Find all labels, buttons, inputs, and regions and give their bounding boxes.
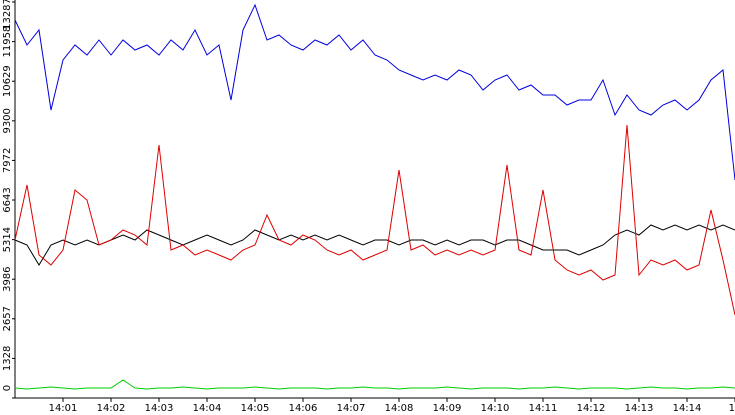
y-tick-label: 2657: [2, 306, 13, 331]
series-line: [14, 124, 735, 316]
x-tick-label: 14: [729, 403, 735, 414]
y-tick-label: 3986: [2, 266, 13, 291]
x-tick-label: 14:01: [49, 403, 78, 414]
x-tick-label: 14:13: [625, 403, 654, 414]
y-tick-label: 1328: [2, 346, 13, 371]
x-tick-label: 14:09: [433, 403, 462, 414]
y-tick-label: 5314: [2, 227, 13, 252]
x-tick-label: 14:06: [289, 403, 318, 414]
x-tick-label: 14:07: [337, 403, 366, 414]
y-tick-label: 0: [2, 385, 13, 391]
y-tick-label: 10629: [2, 65, 13, 97]
y-tick-label: 13287: [2, 0, 13, 30]
x-tick-label: 14:14: [673, 403, 702, 414]
y-tick-label: 6643: [2, 187, 13, 212]
series-line: [14, 379, 735, 390]
x-tick-label: 14:11: [529, 403, 558, 414]
x-tick-label: 14:04: [193, 403, 222, 414]
x-tick-label: 14:08: [385, 403, 414, 414]
x-tick-label: 14:05: [241, 403, 270, 414]
x-tick-label: 14:12: [577, 403, 606, 414]
x-tick-label: 14:02: [97, 403, 126, 414]
series-line: [14, 3, 735, 181]
y-tick-label: 9300: [2, 108, 13, 133]
x-tick-label: 14:03: [145, 403, 174, 414]
y-tick-label: 7972: [2, 148, 13, 173]
y-tick-label: 11958: [2, 26, 13, 58]
x-tick-label: 14:10: [481, 403, 510, 414]
series-line: [14, 224, 735, 266]
